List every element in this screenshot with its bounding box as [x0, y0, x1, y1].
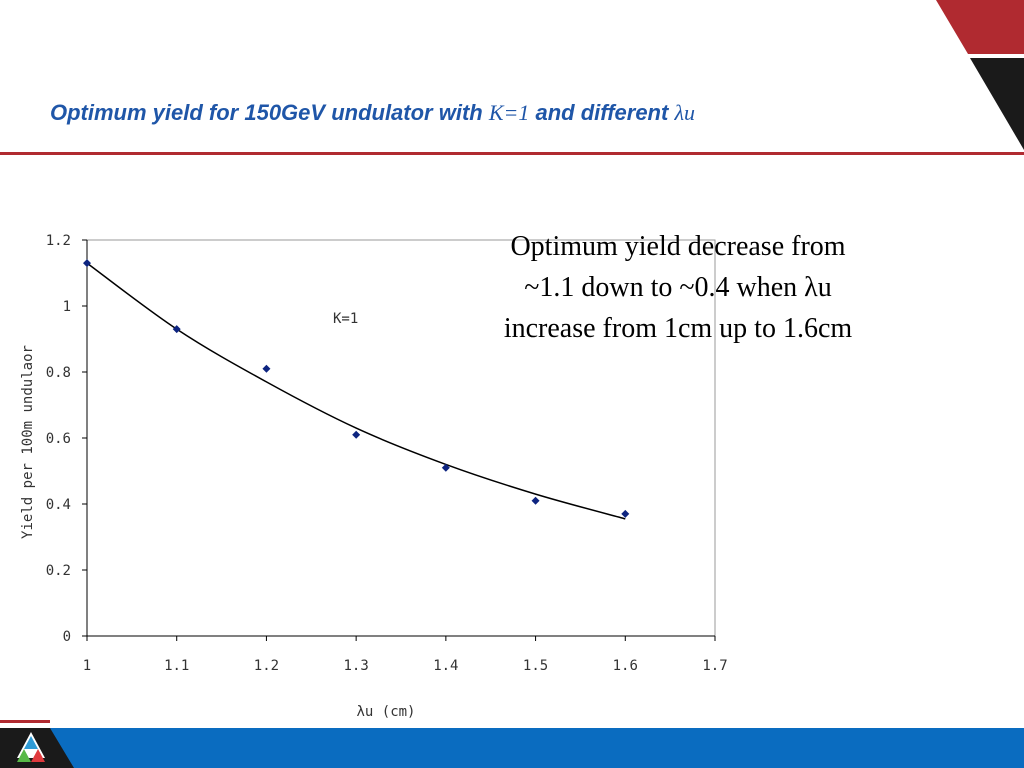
- x-ticks: 1 1.1 1.2 1.3 1.4 1.5 1.6 1.7: [83, 636, 728, 674]
- x-tick-label: 1.7: [702, 658, 727, 674]
- y-axis-label: Yield per 100m undulaor: [20, 345, 36, 539]
- data-points: [83, 259, 630, 518]
- note-line-3: increase from 1cm up to 1.6cm: [503, 313, 853, 344]
- data-point: [262, 364, 271, 373]
- y-tick-label: 0.8: [46, 365, 71, 381]
- data-point: [621, 509, 630, 518]
- corner-red-shape: [936, 0, 1024, 54]
- x-tick-label: 1.6: [613, 658, 638, 674]
- title-prefix: Optimum yield for 150GeV undulator with: [50, 100, 489, 125]
- y-tick-label: 0.2: [46, 563, 71, 579]
- x-tick-label: 1: [83, 658, 91, 674]
- observation-note: Optimum yield decrease from ~1.1 down to…: [458, 226, 898, 349]
- k-annotation: K=1: [333, 311, 358, 327]
- note-line-2: ~1.1 down to ~0.4 when λu: [524, 272, 832, 303]
- x-tick-label: 1.3: [343, 658, 368, 674]
- title-k-value: K=1: [488, 100, 530, 125]
- x-tick-label: 1.1: [164, 658, 189, 674]
- corner-dark-shape: [970, 58, 1024, 150]
- y-tick-label: 0: [63, 629, 71, 645]
- data-point: [172, 325, 181, 334]
- data-point: [352, 430, 361, 439]
- x-tick-label: 1.4: [433, 658, 458, 674]
- y-tick-label: 0.6: [46, 431, 71, 447]
- x-tick-label: 1.5: [523, 658, 548, 674]
- title-lambda: λu: [674, 100, 695, 125]
- footer-red-line: [0, 720, 50, 723]
- y-tick-label: 0.4: [46, 497, 71, 513]
- data-point: [441, 463, 450, 472]
- x-tick-label: 1.2: [254, 658, 279, 674]
- page-title: Optimum yield for 150GeV undulator with …: [50, 100, 695, 126]
- y-tick-label: 1.2: [46, 233, 71, 249]
- data-point: [531, 496, 540, 505]
- title-mid: and different: [529, 100, 675, 125]
- footer-band: [50, 728, 1024, 768]
- title-rule: [0, 152, 1024, 155]
- x-axis-label: λu (cm): [356, 704, 415, 720]
- yield-chart: 0 0.2 0.4 0.6 0.8 1 1.2 1 1.1 1.2 1.3 1.4 1.5 1.6 1.7…: [20, 233, 728, 720]
- note-line-1: Optimum yield decrease from: [510, 231, 846, 262]
- logo-icon: [17, 732, 45, 762]
- y-tick-label: 1: [63, 299, 71, 315]
- y-ticks: 0 0.2 0.4 0.6 0.8 1 1.2: [46, 233, 87, 645]
- data-point: [83, 259, 91, 268]
